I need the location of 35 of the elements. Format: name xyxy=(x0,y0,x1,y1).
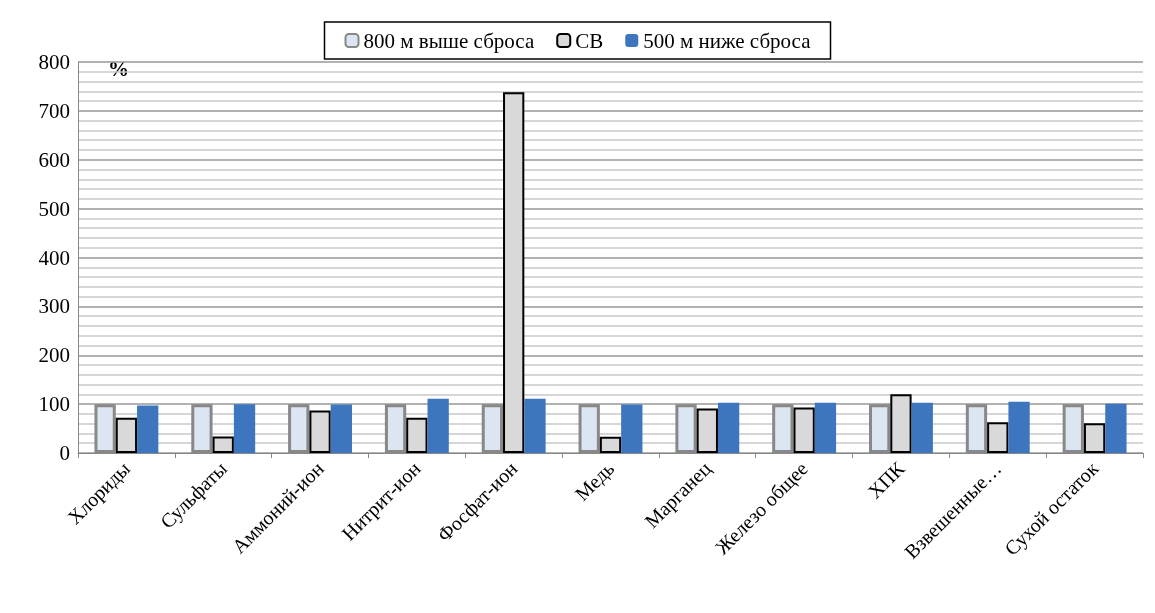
bar xyxy=(309,410,331,453)
y-tick-label: 400 xyxy=(38,245,70,270)
bar xyxy=(524,398,546,453)
bar xyxy=(115,417,138,453)
y-tick-label: 100 xyxy=(38,392,70,417)
y-tick-label: 200 xyxy=(38,343,70,368)
bar xyxy=(911,402,933,453)
y-tick-label: 700 xyxy=(38,98,70,123)
bar xyxy=(696,408,718,453)
y-tick-label: 600 xyxy=(38,147,70,172)
annotation: % xyxy=(108,56,129,81)
y-tick-label: 800 xyxy=(38,50,70,74)
bar xyxy=(212,436,234,453)
bar xyxy=(406,417,428,453)
bar xyxy=(599,436,622,453)
bar xyxy=(233,404,256,453)
bar xyxy=(890,394,912,453)
legend-label: СВ xyxy=(575,28,604,53)
bar xyxy=(427,398,449,453)
bar xyxy=(330,404,352,453)
y-tick-label: 0 xyxy=(59,441,70,465)
legend-label: 500 м ниже сброса xyxy=(643,28,812,53)
y-tick-label: 300 xyxy=(38,294,70,319)
bar xyxy=(1083,423,1106,453)
bar xyxy=(503,92,525,453)
bar xyxy=(814,402,837,453)
bar xyxy=(1008,401,1030,453)
y-tick-label: 500 xyxy=(38,196,70,221)
bar xyxy=(137,405,159,453)
bar xyxy=(987,422,1009,453)
bar xyxy=(621,404,643,453)
bar xyxy=(717,402,740,453)
bar xyxy=(1105,403,1127,453)
legend-label: 800 м выше сброса xyxy=(363,28,535,53)
bar xyxy=(793,407,815,453)
